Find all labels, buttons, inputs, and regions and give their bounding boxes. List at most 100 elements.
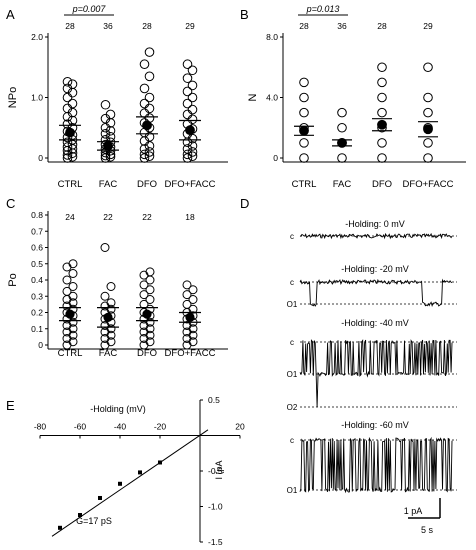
linear-fit-line (51, 429, 209, 537)
data-point (68, 282, 78, 291)
data-point (182, 144, 193, 154)
data-point (182, 98, 193, 109)
mean-marker (103, 141, 113, 151)
data-point (139, 83, 150, 94)
x-category-label: DFO+FACC (403, 179, 454, 190)
data-point (423, 153, 433, 163)
x-category-label: FAC (99, 179, 118, 190)
data-point (100, 150, 111, 161)
data-point (100, 291, 110, 301)
data-point (62, 142, 73, 152)
x-category-label: DFO (372, 179, 392, 190)
mean-marker (377, 119, 387, 130)
channel-current-trace (299, 278, 453, 307)
data-point (68, 269, 78, 278)
data-point (188, 285, 198, 295)
data-point (377, 107, 387, 118)
data-point (62, 275, 72, 285)
data-point (62, 150, 73, 160)
data-point (100, 99, 111, 110)
data-point (182, 280, 192, 290)
x-tick-label: -40 (114, 422, 127, 432)
data-point (139, 280, 149, 290)
data-point (182, 149, 193, 160)
mean-marker (142, 120, 152, 131)
conductance-annotation: G=17 pS (76, 516, 112, 526)
data-point (182, 109, 193, 120)
data-point (62, 262, 72, 272)
data-point (67, 98, 78, 109)
y-tick-label: 1.0 (31, 93, 43, 103)
x-tick-label: 20 (235, 422, 245, 432)
y-axis-title: NPo (7, 87, 19, 108)
data-point (100, 122, 111, 133)
data-point (139, 299, 149, 309)
data-point (145, 295, 155, 304)
level-label: c (290, 278, 294, 287)
data-point (187, 151, 198, 161)
data-point (144, 103, 155, 114)
data-point (182, 73, 193, 83)
data-point (100, 243, 110, 252)
n-count-label: 22 (142, 212, 152, 222)
y-tick-label: 4.0 (266, 93, 278, 103)
panel-a-scatter: 0 1.0 2.0 NPo CTRL 28 FAC 36 DFO 28 DFO+FACC 29 p=0.… (7, 4, 228, 190)
y-tick-label: 0 (273, 153, 278, 163)
mean-marker (65, 127, 75, 138)
n-count-label: 28 (299, 21, 309, 31)
data-point (299, 92, 309, 103)
level-label: O1 (287, 486, 298, 495)
data-point (337, 107, 347, 118)
x-category-label: CTRL (58, 348, 83, 359)
mean-marker (142, 309, 152, 319)
level-label: c (290, 436, 294, 445)
trace-holding-label: -Holding: -20 mV (341, 264, 409, 274)
channel-current-trace (299, 339, 453, 408)
data-point (377, 77, 387, 88)
data-point (105, 125, 116, 136)
iv-data-point (158, 460, 162, 465)
n-count-label: 36 (103, 21, 113, 31)
data-point (187, 65, 198, 76)
data-point (144, 71, 155, 82)
iv-data-point (78, 513, 82, 518)
y-tick-label: -1.5 (208, 537, 223, 547)
scalebar-time-label: 5 s (421, 525, 434, 535)
y-tick-label: 0 (38, 340, 43, 350)
data-point (67, 151, 78, 162)
n-count-label: 28 (65, 21, 75, 31)
data-point (299, 138, 309, 148)
data-point (100, 129, 111, 139)
data-point (62, 153, 73, 163)
data-point (377, 92, 387, 103)
data-point (139, 144, 150, 154)
x-tick-label: -20 (154, 422, 167, 432)
data-point (182, 290, 192, 300)
n-count-label: 28 (377, 21, 387, 31)
mean-marker (185, 312, 195, 322)
data-point (423, 92, 433, 103)
y-tick-label: 0.3 (31, 291, 43, 301)
data-point (144, 47, 155, 57)
panel-d-traces: -Holding: 0 mV c -Holding: -20 mV c O1 -Holdi… (287, 219, 457, 535)
data-point (139, 59, 150, 70)
scalebar-current-label: 1 pA (404, 506, 423, 516)
x-category-label: DFO+FACC (165, 179, 216, 190)
y-tick-label: 0.5 (31, 259, 43, 269)
y-axis-title: N (247, 93, 259, 101)
x-tick-label: -80 (34, 422, 47, 432)
data-point (106, 282, 116, 291)
panel-label-a: A (6, 7, 15, 22)
level-label: O1 (287, 300, 298, 309)
data-point (105, 109, 116, 120)
level-label: c (290, 232, 294, 241)
data-point (145, 285, 155, 295)
data-point (187, 92, 198, 103)
n-count-label: 29 (423, 21, 433, 31)
trace-holding-label: -Holding: 0 mV (345, 219, 405, 229)
mean-marker (103, 312, 113, 322)
data-point (187, 141, 198, 151)
data-point (106, 298, 116, 308)
data-point (188, 304, 198, 314)
data-point (187, 104, 198, 115)
